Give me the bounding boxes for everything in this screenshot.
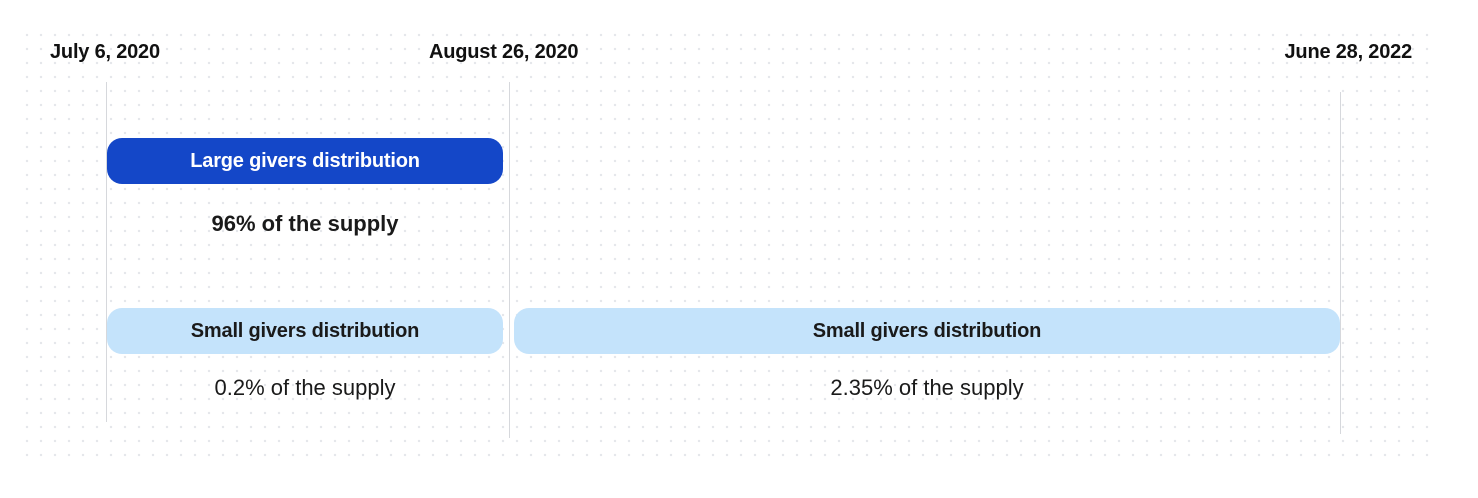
small-givers-distribution-bar-first: Small givers distribution: [107, 308, 503, 354]
large-givers-distribution-bar: Large givers distribution: [107, 138, 503, 184]
date-label-middle: August 26, 2020: [429, 41, 579, 63]
large-givers-distribution-label: Large givers distribution: [190, 149, 420, 172]
timeline-marker-end: [1340, 92, 1341, 434]
small-givers-supply-share-first: 0.2% of the supply: [214, 375, 396, 400]
small-givers-distribution-label-first: Small givers distribution: [190, 319, 420, 342]
dotted-background: [20, 28, 1432, 458]
small-givers-supply-share-second: 2.35% of the supply: [830, 375, 1024, 400]
timeline-marker-middle: [509, 82, 510, 438]
large-givers-supply-share: 96% of the supply: [211, 211, 399, 236]
date-label-start: July 6, 2020: [50, 41, 160, 63]
small-givers-distribution-bar-second: Small givers distribution: [514, 308, 1340, 354]
small-givers-distribution-label-second: Small givers distribution: [812, 319, 1042, 342]
date-label-end: June 28, 2022: [1284, 41, 1413, 63]
timeline-marker-start: [106, 82, 107, 422]
